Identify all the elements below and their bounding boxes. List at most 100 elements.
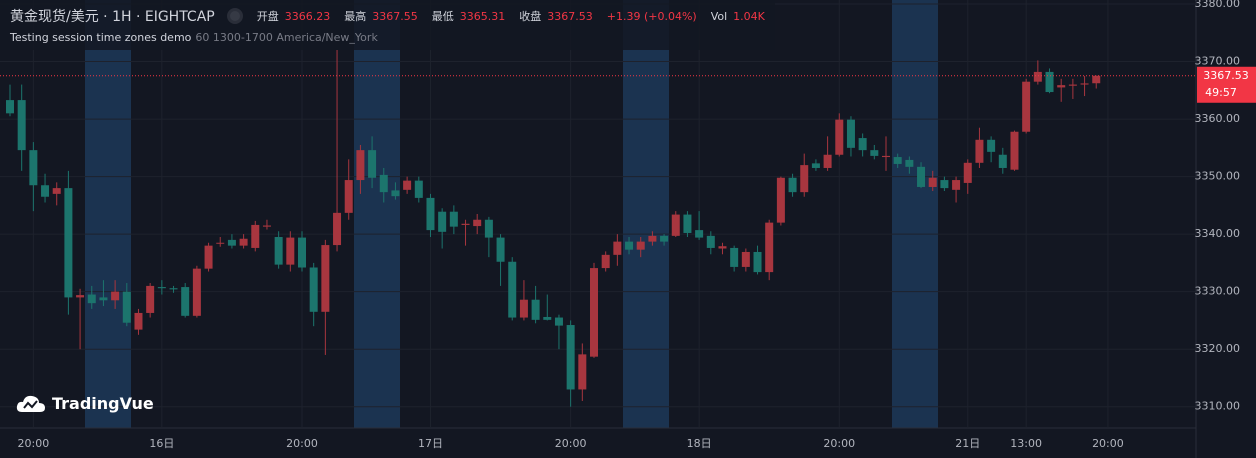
candle-body [286,237,295,265]
x-tick-label: 20:00 [18,437,50,450]
candle-body [683,214,692,233]
candle-body [730,247,739,267]
candle-body [835,119,844,155]
candle-body [648,235,657,242]
candle-body [660,235,669,242]
candle-body [741,251,750,267]
candle-body [940,180,949,189]
candle-body [590,268,598,357]
candle-body [578,354,587,390]
candle-body [122,291,131,323]
indicator-name[interactable]: Testing session time zones demo [10,30,192,44]
candle-body [169,288,178,290]
candle-body [519,299,528,318]
candle-body [928,177,937,187]
candle-body [379,174,388,193]
x-tick-label: 16日 [149,437,174,450]
session-band [85,0,131,428]
session-band [623,0,669,428]
candle-body [554,317,563,326]
candle-body [508,261,517,318]
candle-body [134,312,143,330]
candle-body [987,139,996,152]
candle-body [671,214,680,236]
candle-body [625,241,634,250]
candle-body [800,165,809,193]
candle-body [17,100,26,151]
candle-body [146,285,155,313]
candle-body [344,180,353,213]
candle-body [1022,81,1031,132]
candle-body [566,325,575,390]
indicator-params: 60 1300-1700 America/New_York [195,30,378,44]
last-price-label: 3367.53 [1203,69,1249,82]
candle-body [531,299,540,320]
candle-body [788,177,797,193]
candle-body [321,245,330,312]
candle-body [438,211,447,232]
x-tick-label: 18日 [687,437,712,450]
candle-body [227,239,236,246]
candle-body [29,150,38,186]
session-band [892,0,938,428]
candle-body [776,177,785,223]
change-value: +1.39 (+0.04%) [606,9,697,23]
candle-body [1068,84,1077,86]
candle-body [496,237,505,262]
candle-body [765,222,774,273]
candle-body [601,254,610,269]
x-tick-label: 20:00 [1092,437,1124,450]
volume-label: Vol [710,9,728,23]
candle-body [461,223,470,225]
candle-body [706,235,715,248]
candle-body [251,224,260,248]
candle-body [858,138,867,151]
y-tick-label: 3380.00 [1195,0,1241,10]
status-dot [226,8,243,24]
candle-body [216,242,225,244]
candle-body [1033,71,1042,82]
candle-body [1057,85,1066,88]
open-value: 3366.23 [284,9,331,23]
candle-body [975,139,984,163]
y-tick-label: 3350.00 [1195,170,1241,183]
volume-value: 1.04K [733,9,765,23]
candle-body [905,159,914,167]
candle-body [87,294,96,304]
y-tick-label: 3320.00 [1195,342,1241,355]
close-value: 3367.53 [547,9,593,23]
candle-body [99,297,108,301]
candle-body [181,287,190,316]
candle-body [368,150,377,178]
legend: 黄金现货/美元 · 1H · EIGHTCAP 开盘 3366.23 最高 3367… [0,0,775,50]
candle-body [76,295,85,298]
candle-body [403,180,412,190]
candle-body [449,211,458,227]
candle-body [391,190,400,197]
candle-body [613,241,622,255]
candle-body [239,238,248,246]
high-label: 最高 [344,10,367,23]
last-price-tag [1197,66,1256,103]
candle-body [893,157,902,164]
low-value: 3365.31 [459,9,506,23]
candle-body [1092,75,1101,84]
candle-body [636,241,645,250]
candle-body [917,166,926,187]
candle-body [846,119,855,148]
candle-body [309,267,318,312]
candle-body [262,225,271,227]
y-tick-label: 3340.00 [1195,227,1241,240]
candle-body [192,268,201,316]
session-band [354,0,400,428]
candle-body [811,163,820,168]
x-tick-label: 21日 [955,437,980,450]
symbol-title[interactable]: 黄金现货/美元 · 1H · EIGHTCAP [10,9,215,25]
candle-body [298,237,306,268]
candle-body [1045,71,1054,93]
low-label: 最低 [431,10,454,23]
candle-body [473,219,482,227]
candle-body [204,245,213,269]
countdown-label: 49:57 [1205,86,1237,99]
